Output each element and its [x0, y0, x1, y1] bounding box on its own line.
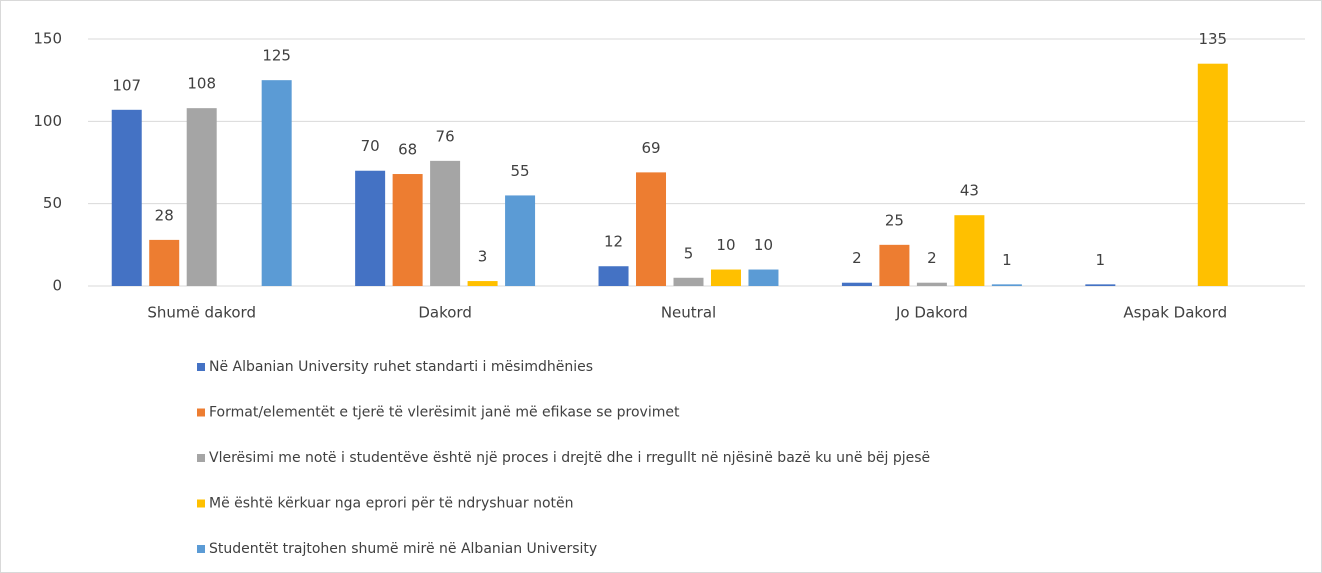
bar: [1085, 284, 1116, 286]
data-label: 68: [398, 141, 417, 159]
data-label: 1: [1002, 251, 1012, 269]
x-tick-label: Aspak Dakord: [1123, 304, 1227, 322]
data-label: 69: [641, 139, 660, 157]
y-tick-label: 150: [33, 30, 62, 48]
bar: [1197, 63, 1228, 287]
data-label: 5: [684, 244, 694, 262]
data-label: 2: [927, 249, 937, 267]
legend-label: Më është kërkuar nga eprori për të ndrys…: [209, 496, 574, 512]
legend-swatch: [197, 545, 205, 553]
x-tick-label: Neutral: [661, 304, 716, 322]
bar: [261, 80, 292, 287]
legend-label: Format/elementët e tjerë të vlerësimit j…: [209, 405, 680, 421]
data-label: 70: [361, 137, 380, 155]
bar: [467, 281, 498, 286]
bar: [149, 239, 180, 286]
y-tick-label: 50: [43, 194, 62, 212]
legend-label: Vlerësimi me notë i studentëve është një…: [209, 450, 930, 466]
bar: [710, 269, 741, 286]
data-label: 12: [604, 233, 623, 251]
bar: [598, 266, 629, 286]
data-label: 55: [511, 162, 530, 180]
data-label: 10: [754, 236, 773, 254]
legend-swatch: [197, 408, 205, 417]
y-tick-label: 0: [52, 277, 62, 295]
data-label: 1: [1096, 251, 1106, 269]
bar: [916, 282, 947, 286]
bar: [673, 277, 704, 286]
bar: [748, 269, 779, 286]
legend-label: Studentët trajtohen shumë mirë në Albani…: [209, 541, 597, 557]
x-tick-label: Jo Dakord: [895, 304, 968, 322]
legend-swatch: [197, 454, 205, 462]
data-label: 10: [716, 236, 735, 254]
y-tick-label: 100: [33, 112, 62, 130]
bar: [392, 174, 423, 286]
bar: [505, 195, 536, 286]
bar: [111, 109, 142, 286]
data-label: 25: [885, 211, 904, 229]
legend-swatch: [197, 363, 205, 371]
data-label: 2: [852, 249, 862, 267]
data-label: 108: [187, 75, 216, 93]
legend-swatch: [197, 499, 205, 508]
bar: [954, 215, 985, 286]
x-tick-label: Dakord: [418, 304, 472, 322]
data-label: 135: [1198, 30, 1227, 48]
legend-label: Në Albanian University ruhet standarti i…: [209, 359, 593, 375]
bar: [636, 172, 667, 286]
bar: [430, 160, 461, 286]
data-label: 3: [478, 248, 488, 266]
x-tick-label: Shumë dakord: [147, 304, 256, 322]
data-label: 28: [155, 206, 174, 224]
bar: [841, 282, 872, 286]
bar: [991, 284, 1022, 286]
bar: [186, 108, 217, 286]
bar: [879, 244, 910, 286]
bar: [355, 170, 386, 286]
data-label: 125: [262, 47, 291, 65]
data-label: 76: [436, 127, 455, 145]
data-label: 43: [960, 182, 979, 200]
data-label: 107: [112, 76, 141, 94]
